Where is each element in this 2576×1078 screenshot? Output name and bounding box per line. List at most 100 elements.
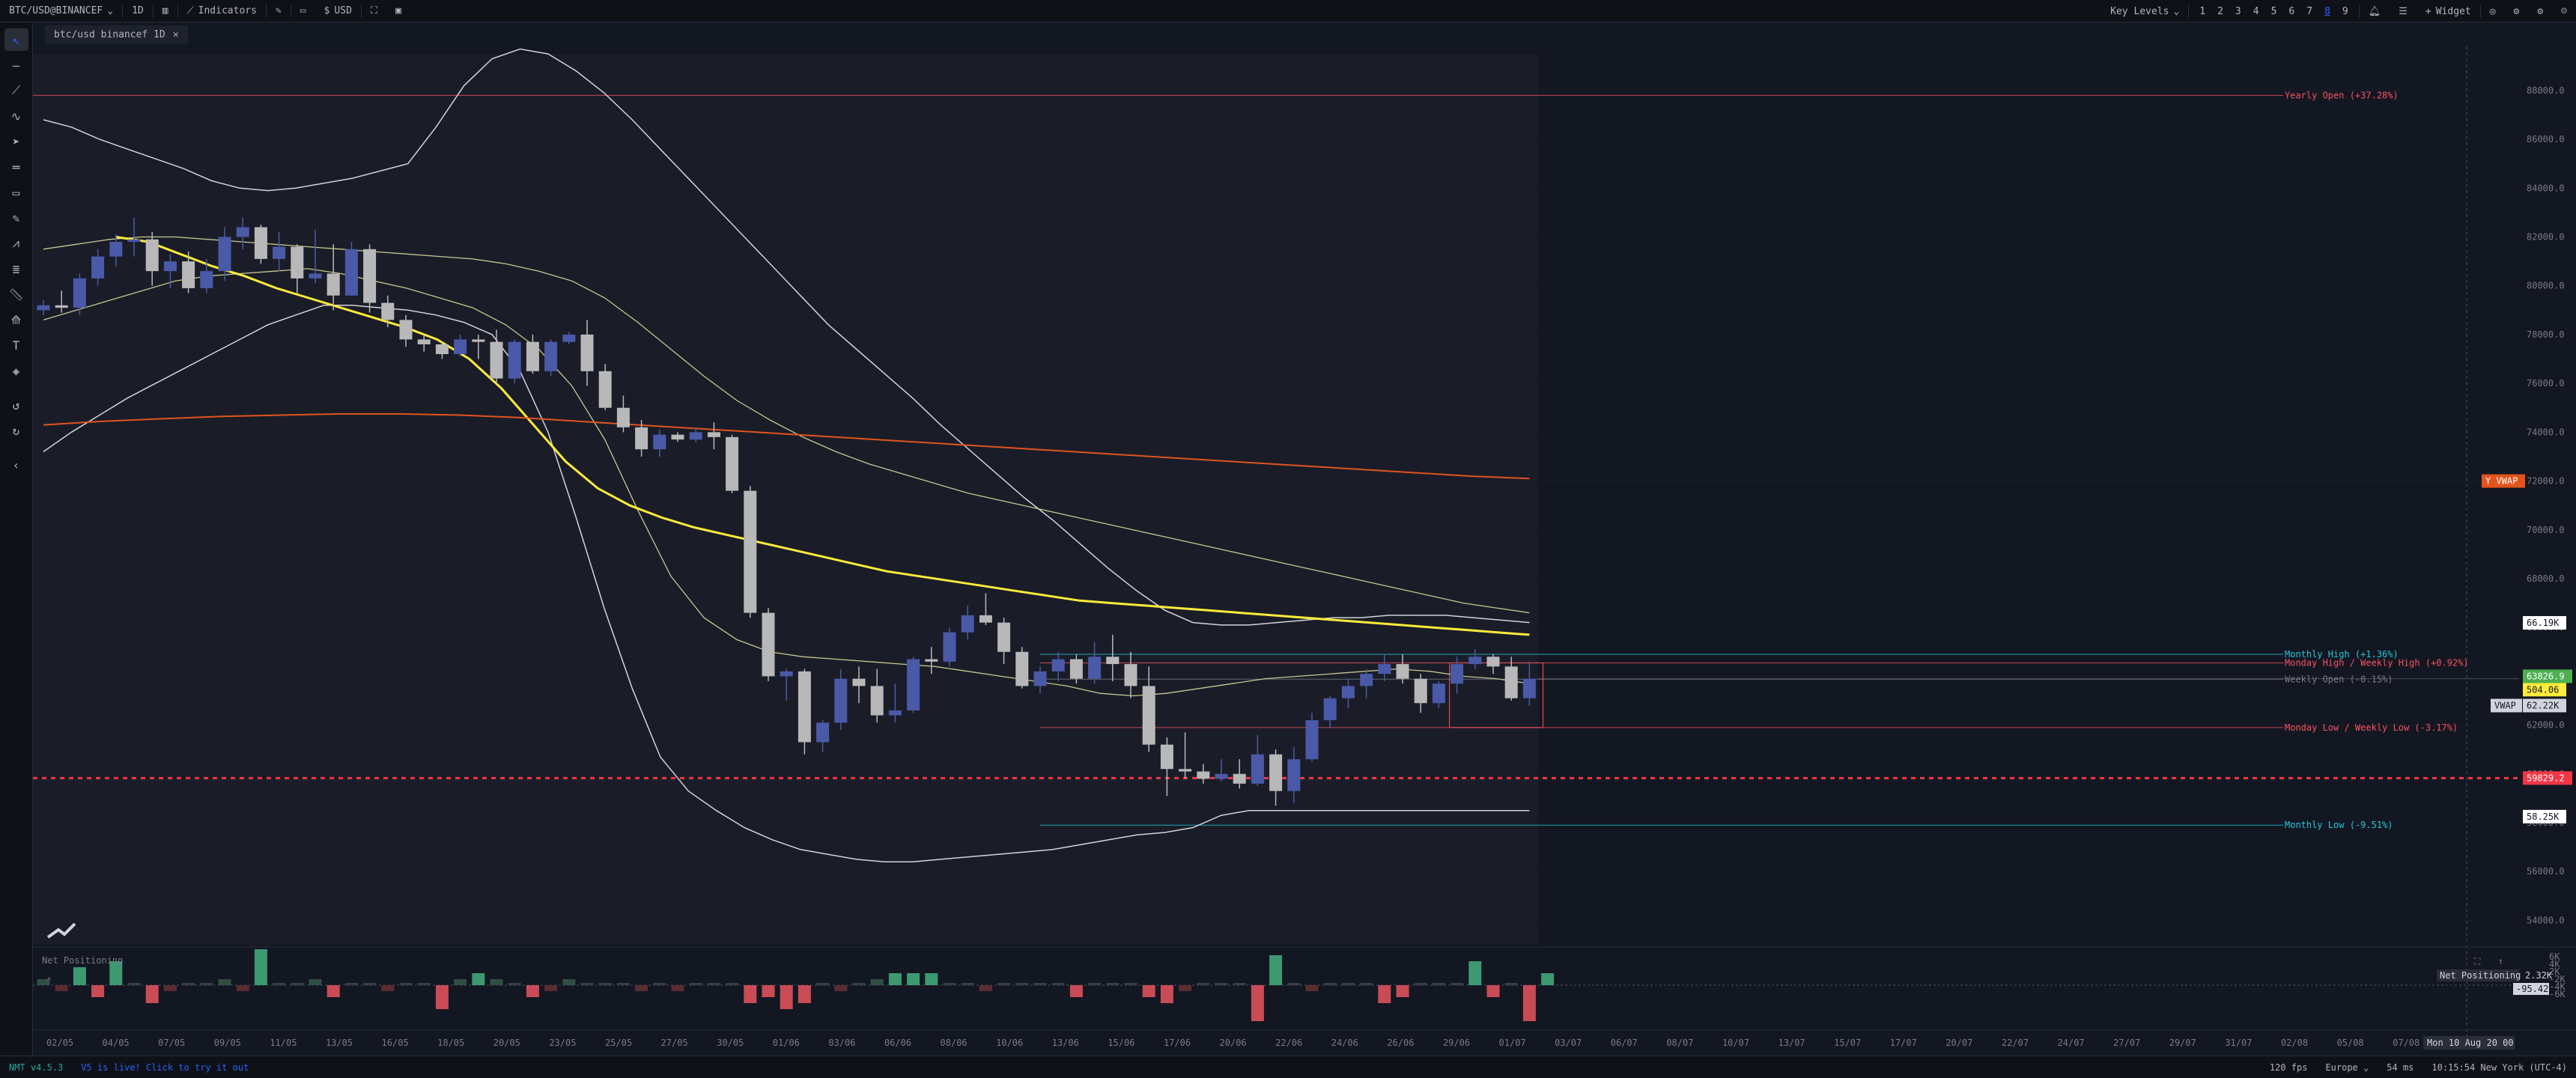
price-tick-label: 74000.0	[2527, 427, 2565, 437]
candle	[254, 225, 267, 264]
price-tick-label: 76000.0	[2527, 378, 2565, 389]
ray-tool[interactable]: ➤	[4, 130, 28, 153]
candle-type-button[interactable]: ▥	[154, 0, 177, 22]
forecast-tool[interactable]: ⟰	[4, 308, 28, 331]
layout-9-button[interactable]: 9	[2342, 5, 2348, 17]
text-tool[interactable]: T	[4, 334, 28, 356]
layout-5-button[interactable]: 5	[2270, 5, 2277, 17]
net-positioning-bar	[109, 961, 123, 985]
net-positioning-bar	[417, 983, 431, 985]
net-positioning-bar	[598, 983, 612, 985]
rectangle-tool[interactable]: ▭	[4, 181, 28, 204]
layout-3-button[interactable]: 3	[2235, 5, 2241, 17]
net-positioning-bar	[454, 979, 467, 985]
region-selector[interactable]: Europe ⌄	[2325, 1062, 2369, 1073]
candle	[1341, 678, 1355, 708]
pattern-icon: ⩘	[12, 236, 20, 250]
candle-body	[254, 227, 267, 259]
fib-tool[interactable]: ≣	[4, 258, 28, 280]
path-tool[interactable]: ∿	[4, 105, 28, 127]
collapse-toolbar-button[interactable]: ‹	[4, 454, 28, 476]
move-pane-up-icon[interactable]: ↑	[2498, 956, 2503, 966]
date-tick-label: 18/05	[437, 1038, 464, 1048]
layout-7-button[interactable]: 7	[2306, 5, 2313, 17]
screenshot-button[interactable]: ◎	[2481, 0, 2505, 22]
account-button[interactable]: ☺	[2552, 0, 2576, 22]
net-positioning-bar	[1378, 985, 1391, 1003]
logo-icon	[46, 922, 76, 939]
date-tick-label: 13/07	[1778, 1038, 1805, 1048]
symbol-selector[interactable]: BTC/USD@BINANCEF ⌄	[0, 0, 122, 22]
date-tick-label: 25/05	[605, 1038, 632, 1048]
candle	[1468, 649, 1482, 669]
price-tick-label: 68000.0	[2527, 573, 2565, 584]
plugins-button[interactable]: ⚙	[2528, 0, 2552, 22]
time-axis[interactable]: 02/05 04/05 07/05 09/05 11/05 13/05 16/05 18/05…	[33, 1029, 2576, 1050]
trend-line-tool[interactable]: ⟋	[4, 79, 28, 102]
date-tick-label: 20/06	[1220, 1038, 1247, 1048]
candle	[1360, 669, 1373, 698]
candle	[1432, 680, 1445, 708]
net-positioning-bar	[834, 985, 848, 991]
chart-pattern-tool[interactable]: ⩘	[4, 232, 28, 255]
layout-6-button[interactable]: 6	[2288, 5, 2295, 17]
settings-button[interactable]: ⚙	[2505, 0, 2529, 22]
candle-body	[1160, 744, 1173, 770]
layout-2-button[interactable]: 2	[2217, 5, 2223, 17]
draw-button[interactable]: ✎	[267, 0, 291, 22]
candle	[1233, 759, 1246, 789]
parallel-channel-tool[interactable]: ═	[4, 156, 28, 178]
chart-tab[interactable]: btc/usd binancef 1D ✕	[45, 25, 188, 44]
redo-button[interactable]: ↻	[4, 419, 28, 442]
save-button[interactable]: ▣	[386, 0, 410, 22]
candle	[1305, 713, 1319, 762]
candle-body	[1106, 657, 1120, 665]
net-positioning-bar	[1504, 983, 1518, 985]
add-widget-button[interactable]: + Widget	[2416, 0, 2480, 22]
candle	[363, 244, 377, 313]
gear-icon: ⚙	[2513, 5, 2520, 17]
horizontal-line-tool[interactable]: —	[4, 54, 28, 76]
currency-button[interactable]: $ USD	[315, 0, 361, 22]
key-levels-button[interactable]: Key Levels ⌄	[2101, 0, 2188, 22]
price-chart[interactable]: Yearly Open (+37.28%) Monthly High (+1.36…	[33, 46, 2576, 1056]
net-positioning-bar	[145, 985, 159, 1003]
net-positioning-bar	[997, 983, 1011, 985]
maximize-pane-icon[interactable]: ⛶	[2473, 956, 2481, 966]
layout-8-button[interactable]: 8	[2324, 5, 2330, 17]
collapse-pane-icon[interactable]: ⌃	[46, 975, 52, 986]
interval-button[interactable]: 1D	[132, 5, 144, 16]
indicators-button[interactable]: ⟋ Indicators	[178, 0, 266, 22]
date-tick-label: 03/06	[828, 1038, 855, 1048]
net-positioning-bar	[399, 983, 413, 985]
brush-tool[interactable]: ✎	[4, 207, 28, 229]
close-icon[interactable]: ✕	[172, 28, 179, 40]
net-positioning-bar	[200, 983, 213, 985]
date-tick-label: 01/06	[773, 1038, 800, 1048]
layout-4-button[interactable]: 4	[2253, 5, 2259, 17]
candle-body	[182, 261, 195, 288]
layout-1-button[interactable]: 1	[2199, 5, 2206, 17]
candle	[943, 627, 956, 667]
fullscreen-button[interactable]: ⛶	[362, 0, 386, 22]
list-button[interactable]: ☰	[2390, 0, 2416, 22]
candle-body	[37, 305, 50, 311]
candle-body	[943, 632, 956, 662]
price-tag: 63826.9	[2523, 669, 2572, 683]
price-tag: VWAP	[2491, 698, 2522, 713]
alerts-button[interactable]: 🔔︎	[2360, 0, 2390, 22]
v5-live-link[interactable]: V5 is live! Click to try it out	[81, 1062, 249, 1073]
candle	[163, 254, 177, 288]
ruler-tool[interactable]: 📏︎	[4, 283, 28, 305]
cursor-tool[interactable]: ↖	[4, 28, 28, 51]
candle-body	[1142, 686, 1155, 745]
candle	[1486, 654, 1500, 674]
layers-tool[interactable]: ◈	[4, 359, 28, 382]
folder-button[interactable]: ▭	[291, 0, 315, 22]
date-tick-label: 27/07	[2113, 1038, 2140, 1048]
candle-body	[273, 246, 286, 259]
candle	[1051, 651, 1065, 681]
net-positioning-bar	[852, 983, 866, 985]
undo-button[interactable]: ↺	[4, 394, 28, 416]
